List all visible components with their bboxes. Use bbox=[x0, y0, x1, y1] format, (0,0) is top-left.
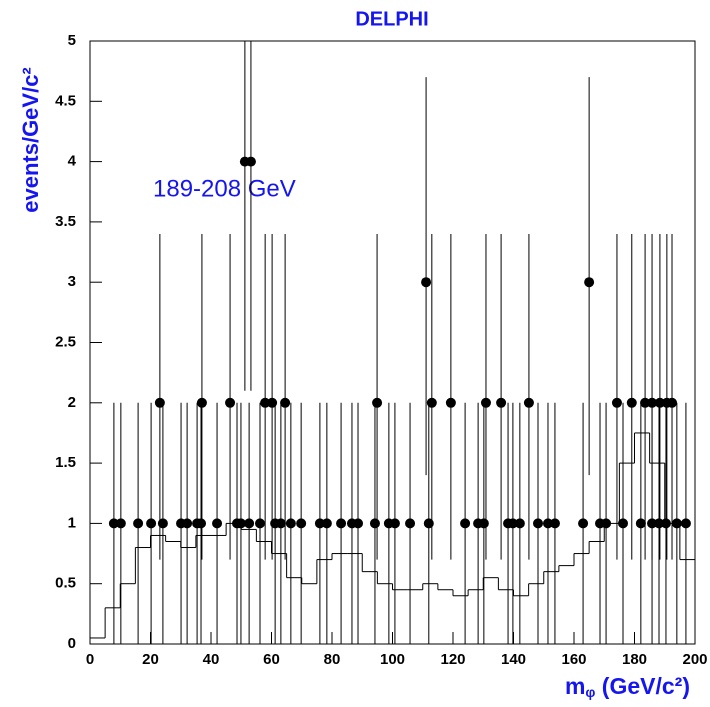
y-axis-label: events/GeV/c² bbox=[18, 67, 43, 213]
x-tick-label: 60 bbox=[263, 651, 280, 668]
x-label-main: m bbox=[565, 673, 585, 699]
annotation: 189-208 GeV bbox=[153, 175, 296, 202]
data-point bbox=[296, 518, 307, 529]
y-tick-label: 1 bbox=[68, 514, 76, 531]
x-tick-label: 40 bbox=[203, 651, 220, 668]
data-point bbox=[108, 518, 119, 529]
x-tick-label: 160 bbox=[561, 651, 586, 668]
data-point bbox=[618, 518, 629, 529]
data-point bbox=[245, 156, 256, 167]
x-tick-label: 120 bbox=[440, 651, 465, 668]
data-point bbox=[496, 397, 507, 408]
x-tick-label: 20 bbox=[142, 651, 159, 668]
data-point bbox=[680, 518, 691, 529]
x-tick-label: 200 bbox=[682, 651, 707, 668]
data-point bbox=[255, 518, 266, 529]
x-tick-label: 0 bbox=[86, 651, 94, 668]
y-tick-label: 3 bbox=[68, 273, 76, 290]
data-point bbox=[647, 397, 658, 408]
data-point bbox=[321, 518, 332, 529]
data-point bbox=[314, 518, 325, 529]
data-point bbox=[115, 518, 126, 529]
data-point bbox=[267, 397, 278, 408]
data-point bbox=[285, 518, 296, 529]
data-point bbox=[578, 518, 589, 529]
data-point bbox=[626, 397, 637, 408]
data-point bbox=[275, 518, 286, 529]
data-point bbox=[225, 397, 236, 408]
data-point bbox=[533, 518, 544, 529]
data-point bbox=[182, 518, 193, 529]
x-tick-label: 80 bbox=[324, 651, 341, 668]
data-point bbox=[635, 518, 646, 529]
x-tick-label: 140 bbox=[501, 651, 526, 668]
data-point bbox=[671, 518, 682, 529]
data-point bbox=[389, 518, 400, 529]
y-tick-label: 0 bbox=[68, 635, 76, 652]
data-point bbox=[601, 518, 612, 529]
data-point bbox=[542, 518, 553, 529]
y-tick-label: 3.5 bbox=[55, 213, 76, 230]
x-label-rest: (GeV/c²) bbox=[595, 673, 690, 699]
data-point bbox=[280, 397, 291, 408]
y-tick-label: 2 bbox=[68, 394, 76, 411]
data-point bbox=[667, 397, 678, 408]
plot-area bbox=[90, 41, 695, 644]
data-point bbox=[405, 518, 416, 529]
data-point bbox=[244, 518, 255, 529]
x-tick-label: 100 bbox=[380, 651, 405, 668]
y-tick-label: 4 bbox=[68, 153, 77, 170]
x-tick-label: 180 bbox=[622, 651, 647, 668]
data-point bbox=[660, 518, 671, 529]
data-point bbox=[478, 518, 489, 529]
data-point bbox=[423, 518, 434, 529]
data-point bbox=[584, 277, 595, 288]
y-tick-label: 2.5 bbox=[55, 333, 76, 350]
data-point bbox=[196, 518, 207, 529]
data-point bbox=[426, 397, 437, 408]
y-tick-label: 4.5 bbox=[55, 92, 76, 109]
data-point bbox=[549, 518, 560, 529]
data-point bbox=[514, 518, 525, 529]
y-tick-label: 1.5 bbox=[55, 454, 76, 471]
data-point bbox=[523, 397, 534, 408]
y-tick-label: 5 bbox=[68, 32, 76, 49]
data-point bbox=[654, 518, 665, 529]
data-point bbox=[460, 518, 471, 529]
y-tick-label: 0.5 bbox=[55, 575, 76, 592]
data-point bbox=[421, 277, 432, 288]
data-point bbox=[445, 397, 456, 408]
x-axis-label: mφ (GeV/c²) bbox=[565, 673, 690, 700]
data-point bbox=[353, 518, 364, 529]
data-point bbox=[235, 518, 246, 529]
data-point bbox=[611, 397, 622, 408]
data-point bbox=[157, 518, 168, 529]
data-point bbox=[196, 397, 207, 408]
data-point bbox=[336, 518, 347, 529]
data-point bbox=[212, 518, 223, 529]
x-label-sub: φ bbox=[585, 684, 595, 700]
data-point bbox=[146, 518, 157, 529]
data-point bbox=[480, 397, 491, 408]
data-point bbox=[640, 397, 651, 408]
data-point bbox=[507, 518, 518, 529]
data-point bbox=[654, 397, 665, 408]
data-point bbox=[154, 397, 165, 408]
data-point bbox=[260, 397, 271, 408]
data-point bbox=[369, 518, 380, 529]
data-point bbox=[372, 397, 383, 408]
chart-title: DELPHI bbox=[355, 8, 428, 30]
data-point bbox=[133, 518, 144, 529]
